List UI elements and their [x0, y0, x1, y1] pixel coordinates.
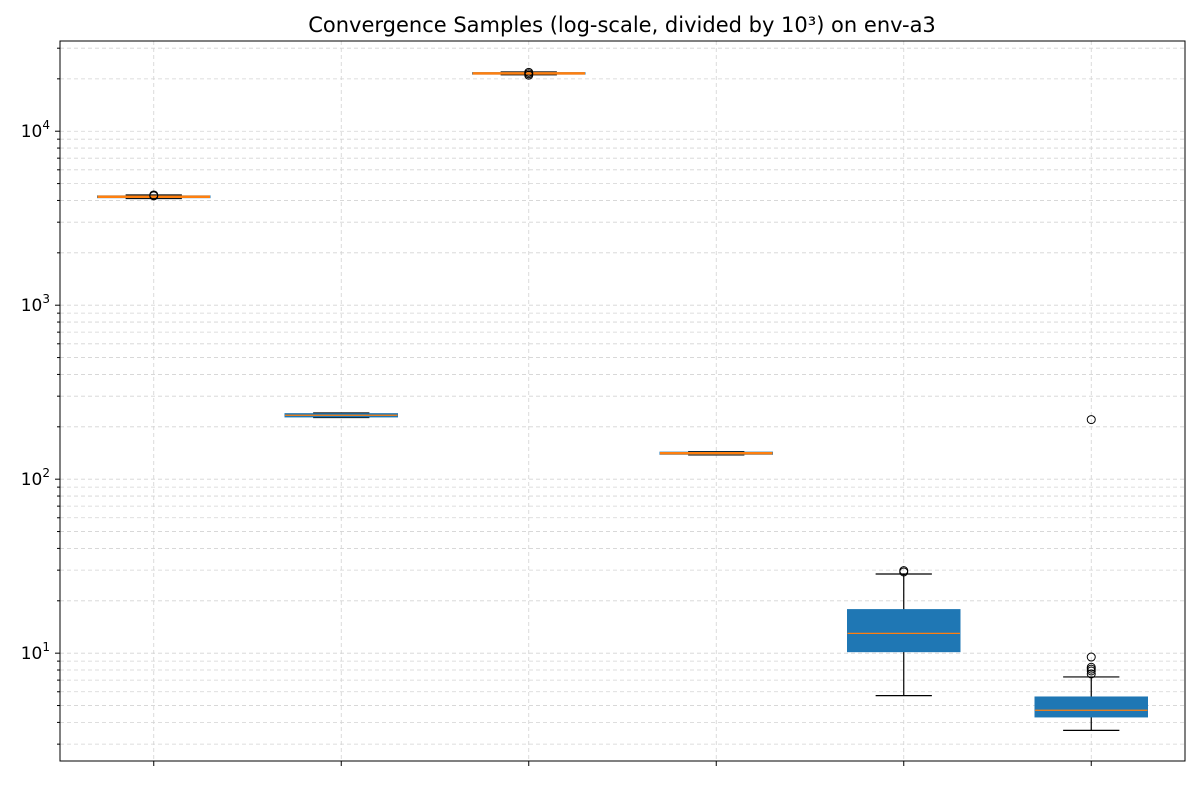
box-6: [1034, 415, 1148, 731]
grid-lines: [60, 41, 1185, 761]
box-3: [472, 67, 586, 80]
outlier-point: [1086, 669, 1096, 679]
outlier-point: [1086, 652, 1096, 662]
plot-area-frame: [59, 40, 1186, 762]
box-series: [97, 67, 1148, 731]
x-axis: [153, 761, 1092, 766]
box-body: [847, 609, 961, 653]
y-tick-label: 104: [21, 118, 50, 142]
box-1: [97, 190, 211, 201]
outlier-point: [149, 190, 159, 200]
y-tick-label: 102: [21, 466, 50, 490]
outlier-point: [1086, 415, 1096, 425]
box-5: [847, 566, 961, 697]
outlier-point: [899, 566, 909, 576]
chart-title: Convergence Samples (log-scale, divided …: [308, 13, 936, 37]
y-tick-label: 103: [21, 292, 50, 316]
y-tick-label: 101: [21, 640, 50, 664]
outlier-point: [524, 67, 534, 77]
box-body: [1034, 696, 1148, 718]
outlier-point: [1086, 662, 1096, 672]
box-4: [659, 451, 773, 456]
box-2: [284, 412, 398, 419]
y-axis: 101 102 103 104: [21, 47, 60, 745]
